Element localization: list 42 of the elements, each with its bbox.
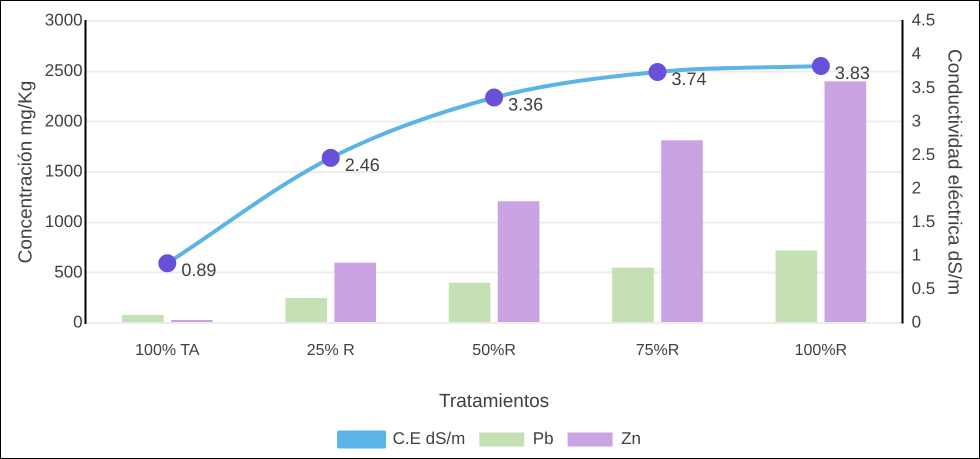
y2-tick-label: 3.5 <box>912 78 936 97</box>
data-label: 2.46 <box>344 154 380 175</box>
y2-tick-label: 4 <box>912 44 922 64</box>
y2-tick-label: 4.5 <box>912 10 936 30</box>
bar <box>612 268 654 322</box>
y2-tick-label: 3 <box>912 111 922 130</box>
y2-tick-label: 2.5 <box>912 144 936 164</box>
bar <box>824 81 866 322</box>
y-tick-label: 3000 <box>44 10 83 30</box>
data-label: 0.89 <box>181 260 216 280</box>
x-tick-label: 100% TA <box>135 342 200 360</box>
bar <box>122 314 164 322</box>
y-tick-label: 1000 <box>44 212 83 232</box>
bar <box>448 282 490 322</box>
data-label: 3.74 <box>671 68 707 89</box>
y2-tick-label: 0.5 <box>912 279 936 298</box>
data-label: 3.36 <box>508 94 544 114</box>
legend-label: Zn <box>621 429 641 448</box>
bar <box>661 140 703 322</box>
y2-axis-title: Conductividad eléctrica dS/m <box>943 48 964 296</box>
bar <box>498 201 540 322</box>
legend-label: C.E dS/m <box>392 429 466 448</box>
y-tick-label: 2500 <box>44 61 83 80</box>
x-axis-title: Tratamientos <box>439 390 550 412</box>
bar <box>334 262 376 322</box>
legend-label: Pb <box>532 429 554 448</box>
x-tick-label: 100%R <box>794 342 848 360</box>
y2-tick-label: 1 <box>912 246 922 265</box>
y-tick-label: 500 <box>54 262 83 282</box>
y2-tick-label: 2 <box>912 178 922 198</box>
x-tick-label: 50%R <box>472 342 516 360</box>
y2-tick-label: 1.5 <box>912 212 936 232</box>
y-tick-label: 0 <box>73 312 83 332</box>
bar <box>285 298 328 322</box>
bar <box>776 250 818 322</box>
y-tick-label: 2000 <box>44 111 83 130</box>
y-tick-label: 1500 <box>44 162 83 181</box>
data-label: 3.83 <box>834 62 870 83</box>
y2-tick-label: 0 <box>912 312 922 332</box>
x-tick-label: 25% R <box>306 342 355 360</box>
y-axis-title: Concentración mg/Kg <box>16 80 37 264</box>
x-tick-label: 75%R <box>636 342 680 360</box>
